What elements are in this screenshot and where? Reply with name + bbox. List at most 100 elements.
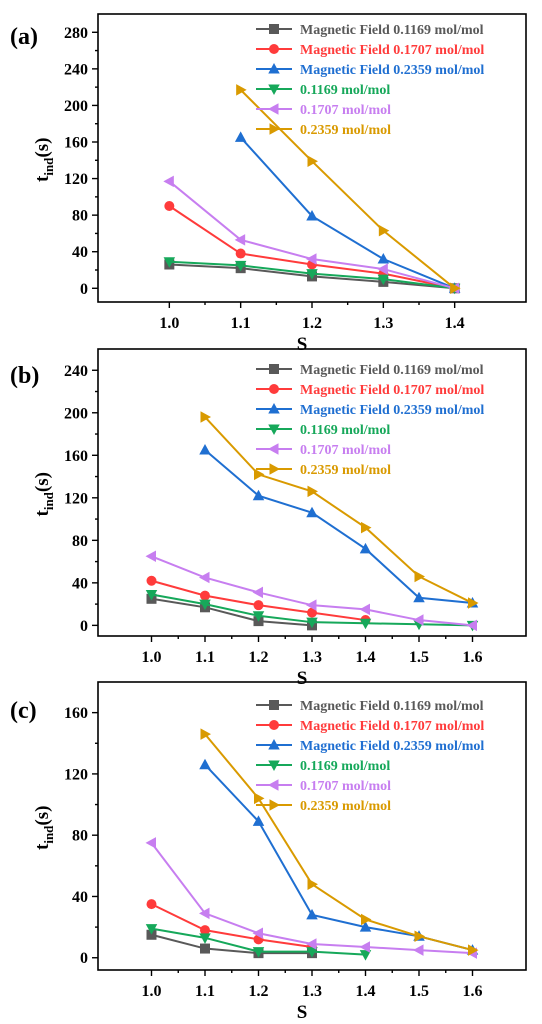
panel-b-series-6-point bbox=[200, 411, 211, 423]
panel-c-legend-item: 0.1707 mol/mol bbox=[256, 779, 391, 794]
panel-b-series-3-point bbox=[413, 591, 425, 603]
panel-a-series-5-point bbox=[306, 253, 317, 265]
panel-b-series-6-point bbox=[468, 597, 479, 609]
panel-c-x-tick-label: 1.4 bbox=[356, 983, 376, 1000]
panel-c-series-3-point bbox=[306, 908, 318, 920]
panel-c-y-tick-label: 120 bbox=[64, 766, 88, 783]
panel-b-legend-item: 0.1169 mol/mol bbox=[256, 423, 390, 438]
panel-c-series-6-point bbox=[200, 728, 211, 740]
panel-c-legend-swatch-marker bbox=[268, 779, 279, 791]
panel-b-x-tick-label: 1.1 bbox=[195, 649, 215, 666]
panel-a-series-5-point bbox=[163, 175, 174, 188]
panel-a-legend-item: 0.2359 mol/mol bbox=[256, 123, 391, 138]
panel-b-series-3-point bbox=[306, 506, 318, 518]
panel-a-series-3-point bbox=[234, 131, 247, 142]
panel-a-legend-label: Magnetic Field 0.1169 mol/mol bbox=[300, 23, 484, 38]
panel-a-label: (a) bbox=[10, 24, 38, 50]
panel-c-series-6-point bbox=[307, 878, 318, 890]
panel-c-legend-item: 0.2359 mol/mol bbox=[256, 799, 391, 814]
panel-c-x-tick-label: 1.6 bbox=[463, 983, 483, 1000]
panel-a-series-6-point bbox=[450, 282, 461, 295]
panel-b-legend-swatch-marker bbox=[269, 384, 279, 394]
panel-a-x-tick-label: 1.3 bbox=[373, 315, 393, 332]
panel-b-series-2-point bbox=[253, 600, 264, 611]
panel-b-series-2-point bbox=[146, 575, 157, 586]
panel-b-series-5 bbox=[145, 550, 477, 632]
panel-a-y-tick-label: 0 bbox=[80, 281, 88, 298]
panel-a-series-4-point bbox=[377, 274, 390, 286]
panel-c-legend-swatch-marker bbox=[268, 739, 280, 750]
panel-b-series-5-point bbox=[145, 550, 156, 563]
panel-c-y-tick-label: 160 bbox=[64, 705, 88, 722]
panel-c-y-tick-label: 80 bbox=[72, 828, 88, 845]
panel-b-legend-label: 0.1169 mol/mol bbox=[300, 423, 390, 438]
panel-a-legend: Magnetic Field 0.1169 mol/mol Magnetic Fi… bbox=[256, 23, 484, 138]
panel-b-legend-swatch-marker bbox=[268, 403, 280, 414]
panel-a-series-4-point bbox=[163, 257, 176, 268]
panel-c-series-6-point bbox=[361, 913, 372, 926]
panel-c-legend-label: Magnetic Field 0.1169 mol/mol bbox=[300, 699, 484, 714]
panel-c-series-6-line bbox=[204, 733, 473, 952]
panel-a-legend-swatch-marker bbox=[269, 123, 280, 135]
panel-b-series-4-point bbox=[199, 599, 211, 611]
panel-a-series-6-line bbox=[239, 89, 456, 290]
panel-b-y-tick-label: 0 bbox=[80, 618, 88, 635]
panel-c-x-tick-label: 1.2 bbox=[249, 983, 269, 1000]
panel-b-y-tick-label: 80 bbox=[72, 533, 88, 550]
panel-c-legend-item: Magnetic Field 0.2359 mol/mol bbox=[256, 739, 484, 754]
panel-b-legend-swatch-marker bbox=[269, 364, 279, 374]
panel-a-y-tick-label: 240 bbox=[64, 61, 88, 78]
panel-b-legend-item: Magnetic Field 0.1707 mol/mol bbox=[256, 383, 484, 398]
panel-c-series-5 bbox=[145, 837, 477, 959]
panel-b-series-6-point bbox=[361, 521, 372, 534]
panel-a: 1.0 1.1 1.2 1.3 1.4 0 40 80 120 160 200 240 280 Stind… bbox=[10, 13, 527, 355]
panel-a-x-tick-label: 1.1 bbox=[231, 315, 251, 332]
panel-a-series-6-point bbox=[307, 155, 318, 167]
panel-a-legend-label: Magnetic Field 0.1707 mol/mol bbox=[300, 43, 484, 58]
panel-b-x-axis-title: S bbox=[297, 668, 308, 689]
panel-c-series-1-point bbox=[146, 929, 157, 940]
panel-a-legend-item: 0.1169 mol/mol bbox=[256, 83, 390, 98]
panel-b-label: (b) bbox=[10, 363, 39, 389]
panel-a-series-6-point bbox=[378, 224, 390, 237]
panel-b-series-4-point bbox=[359, 618, 372, 630]
panel-c-series-4 bbox=[145, 924, 372, 961]
panel-c-series-5-point bbox=[199, 907, 210, 920]
panel-b-series-2-point bbox=[307, 607, 317, 618]
panel-a-series-2-point bbox=[164, 201, 175, 211]
panel-b-series-5-point bbox=[252, 586, 263, 599]
panel-b-legend-item: Magnetic Field 0.1169 mol/mol bbox=[256, 363, 484, 378]
panel-b-legend-label: 0.2359 mol/mol bbox=[300, 463, 391, 478]
panel-b-series-4 bbox=[145, 590, 479, 632]
panel-a-x-axis-title: S bbox=[297, 334, 308, 355]
panel-c-legend-swatch-marker bbox=[269, 720, 279, 730]
panel-b-y-tick-label: 240 bbox=[64, 363, 88, 380]
panel-c-legend-swatch-marker bbox=[268, 760, 280, 771]
panel-c-series-5-point bbox=[145, 837, 156, 849]
panel-c-legend-label: Magnetic Field 0.1707 mol/mol bbox=[300, 719, 484, 734]
panel-b-x-tick-label: 1.5 bbox=[409, 649, 429, 666]
panel-a-series-5-point bbox=[234, 234, 246, 246]
panel-a-legend-item: 0.1707 mol/mol bbox=[256, 103, 391, 118]
panel-b-x-tick-label: 1.3 bbox=[302, 649, 322, 666]
panel-c-legend-label: 0.1707 mol/mol bbox=[300, 779, 391, 794]
panel-b-legend-item: Magnetic Field 0.2359 mol/mol bbox=[256, 403, 484, 418]
panel-a-x-tick-label: 1.4 bbox=[445, 315, 465, 332]
panel-a-legend-label: 0.1169 mol/mol bbox=[300, 83, 390, 98]
panel-a-y-tick-label: 200 bbox=[64, 98, 88, 115]
panel-c-x-tick-label: 1.1 bbox=[195, 983, 215, 1000]
panel-b-x-tick-label: 1.0 bbox=[142, 649, 162, 666]
panel-c-label: (c) bbox=[10, 698, 37, 724]
panel-b-legend-label: Magnetic Field 0.2359 mol/mol bbox=[300, 403, 484, 418]
panel-b-legend-label: 0.1707 mol/mol bbox=[300, 443, 391, 458]
panel-c-legend-label: Magnetic Field 0.2359 mol/mol bbox=[300, 739, 484, 754]
panel-a-legend-swatch-marker bbox=[269, 24, 279, 34]
panel-a-series-6 bbox=[236, 84, 461, 295]
panel-c-series-5-point bbox=[413, 944, 424, 956]
panel-c-y-tick-label: 40 bbox=[72, 889, 88, 906]
panel-b-legend-swatch-marker bbox=[269, 463, 280, 475]
panel-b-series-3-point bbox=[359, 542, 372, 554]
panel-b-series-3 bbox=[199, 443, 479, 608]
panel-c-series-3-point bbox=[252, 815, 265, 826]
